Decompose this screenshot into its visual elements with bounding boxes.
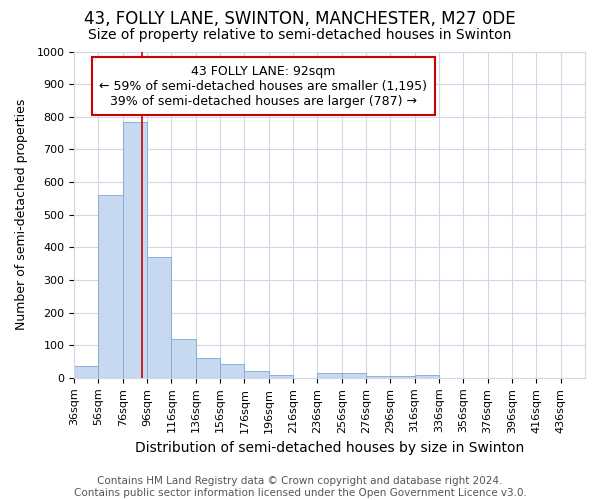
Bar (391, 376, 415, 378)
Bar (98, 195, 123, 378)
X-axis label: Distribution of semi-detached houses by size in Swinton: Distribution of semi-detached houses by … (135, 441, 524, 455)
Bar (74, 366, 98, 378)
Bar (123, 122, 147, 378)
Bar (147, 257, 172, 378)
Bar (341, 374, 366, 378)
Bar (220, 364, 244, 378)
Bar (415, 376, 439, 378)
Text: Contains HM Land Registry data © Crown copyright and database right 2024.
Contai: Contains HM Land Registry data © Crown c… (74, 476, 526, 498)
Bar (366, 376, 391, 378)
Bar (269, 376, 293, 378)
Text: 43 FOLLY LANE: 92sqm   
← 59% of semi-detached houses are smaller (1,195)
  39% : 43 FOLLY LANE: 92sqm ← 59% of semi-detac… (99, 64, 427, 108)
Bar (244, 371, 269, 378)
Bar (317, 374, 341, 378)
Bar (196, 358, 220, 378)
Y-axis label: Number of semi-detached properties: Number of semi-detached properties (15, 99, 28, 330)
Bar (172, 340, 196, 378)
Text: 43, FOLLY LANE, SWINTON, MANCHESTER, M27 0DE: 43, FOLLY LANE, SWINTON, MANCHESTER, M27… (84, 10, 516, 28)
Text: Size of property relative to semi-detached houses in Swinton: Size of property relative to semi-detach… (88, 28, 512, 42)
